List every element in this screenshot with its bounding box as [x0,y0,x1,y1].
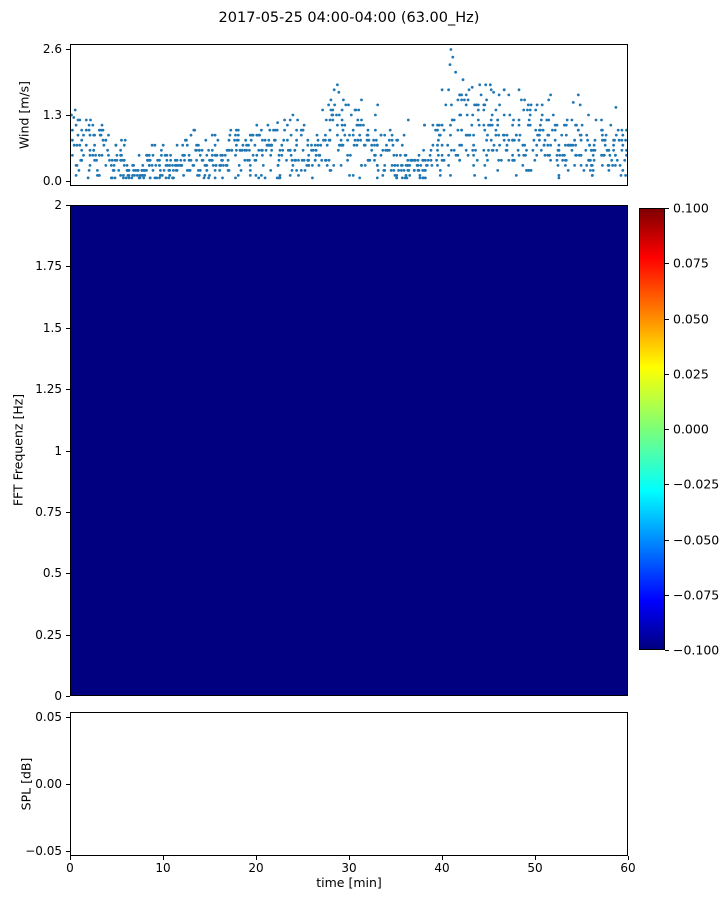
colorbar-tick-label: −0.025 [673,476,720,492]
spectrogram-ytick-mark [66,327,70,329]
colorbar [639,208,665,650]
colorbar-tick-mark [665,594,669,596]
spectrogram-ytick-label: 1.5 [42,320,62,335]
spectrogram-ytick-label: 2 [54,198,62,212]
colorbar-tick-label: −0.100 [673,642,720,658]
time-xtick-label: 50 [527,861,543,875]
figure-title: 2017-05-25 04:00-04:00 (63.00_Hz) [218,10,480,26]
wind-ytick-mark [66,115,70,116]
spectrogram-ytick-label: 1 [54,443,62,458]
time-xtick-label: 20 [248,861,264,875]
spectrogram-ytick-mark [66,389,70,391]
spectrogram-ytick-label: 0 [54,689,62,703]
spl-ytick-mark [66,784,70,785]
time-xlabel: time [min] [316,875,382,890]
colorbar-tick-mark [665,650,669,651]
time-xtick-mark [535,856,536,860]
spl-plot [70,712,628,856]
spectrogram-ytick-label: 1.75 [35,259,62,274]
spectrogram-ytick-label: 0.5 [42,566,62,581]
spectrogram-ytick-mark [66,205,70,206]
colorbar-tick-label: 0.100 [673,200,709,216]
colorbar-tick-label: −0.075 [673,587,720,603]
colorbar-tick-label: −0.050 [673,532,720,547]
spl-ytick-label: −0.05 [25,844,62,859]
wind-scatter-points [71,48,627,180]
colorbar-tick-mark [665,263,669,265]
time-xtick-label: 30 [341,861,357,875]
wind-ytick-mark [66,181,70,183]
time-xtick-label: 10 [155,861,171,875]
spectrogram-ytick-label: 0.75 [35,504,62,519]
wind-ytick-mark [66,48,70,50]
spectrogram-ytick-mark [66,511,70,513]
wind-ytick-label: 1.3 [42,108,62,122]
time-xtick-mark [70,856,71,860]
spl-ytick-mark [66,716,70,718]
time-xtick-label: 40 [434,861,450,875]
time-xtick-mark [349,856,350,860]
time-xtick-mark [256,856,257,860]
spectrogram-ytick-mark [66,450,70,452]
colorbar-tick-mark [665,208,669,209]
wind-ytick-label: 2.6 [42,41,62,56]
spl-ytick-mark [66,851,70,853]
time-xtick-label: 60 [620,861,636,875]
colorbar-tick-label: 0.000 [673,421,709,437]
spl-ytick-label: 0.05 [35,709,62,724]
colorbar-tick-mark [665,429,669,430]
colorbar-tick-mark [665,484,669,486]
spectrogram-ytick-label: 1.25 [35,382,62,397]
spl-ylabel: SPL [dB] [18,757,34,811]
spectrogram-ytick-label: 0.25 [35,627,62,642]
colorbar-tick-label: 0.075 [673,255,709,271]
colorbar-tick-mark [665,373,669,375]
time-xtick-mark [442,856,443,860]
wind-ytick-label: 0.0 [42,174,62,189]
spectrogram-ylabel: FFT Frequenz [Hz] [10,393,26,507]
colorbar-tick-label: 0.050 [673,311,709,326]
spectrogram-ytick-mark [66,696,70,697]
spectrogram-ytick-mark [66,573,70,575]
wind-scatter-plot [70,44,628,186]
colorbar-tick-label: 0.025 [673,366,709,382]
colorbar-tick-mark [665,318,669,320]
time-xtick-mark [628,856,629,860]
time-xtick-mark [163,856,164,860]
colorbar-tick-mark [665,539,669,541]
wind-ylabel: Wind [m/s] [16,80,32,150]
spectrogram-heatmap [70,205,628,696]
spl-ytick-label: 0.00 [35,777,62,791]
time-xtick-label: 0 [66,861,74,875]
spectrogram-ytick-mark [66,266,70,268]
spectrogram-ytick-mark [66,634,70,636]
